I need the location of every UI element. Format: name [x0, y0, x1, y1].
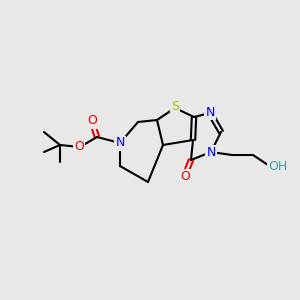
Text: N: N: [206, 146, 216, 158]
Text: O: O: [74, 140, 84, 154]
Text: S: S: [171, 100, 179, 113]
Text: OH: OH: [268, 160, 288, 173]
Text: O: O: [180, 169, 190, 182]
Text: N: N: [115, 136, 125, 149]
Text: N: N: [205, 106, 215, 118]
Text: O: O: [87, 115, 97, 128]
